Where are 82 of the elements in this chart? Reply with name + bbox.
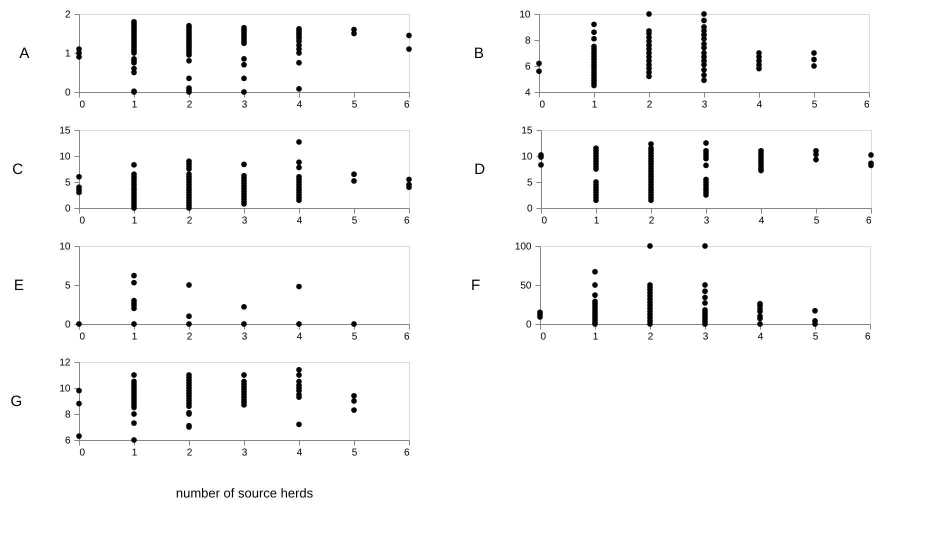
y-tick-label: 10 <box>59 384 71 394</box>
y-tick-label: 0 <box>64 88 71 98</box>
y-tick-label: 2 <box>64 10 71 20</box>
text: A <box>19 45 30 62</box>
x-tick-label: 4 <box>296 332 303 342</box>
x-tick-label: 4 <box>758 332 764 342</box>
x-tick-label: 1 <box>594 216 600 226</box>
x-tick-label: 3 <box>704 216 710 226</box>
x-tick-label: 0 <box>540 100 546 110</box>
x-tick-label: 2 <box>186 448 193 458</box>
x-tick-label: 4 <box>296 100 303 110</box>
x-tick-label: 3 <box>702 100 708 110</box>
x-tick-label: 3 <box>242 448 248 458</box>
y-tick-label: 5 <box>64 280 71 292</box>
x-tick-label: 6 <box>864 332 871 342</box>
text: F <box>470 277 480 294</box>
x-tick-label: 4 <box>296 448 303 458</box>
y-tick-label: 0 <box>526 204 533 214</box>
x-tick-label: 2 <box>648 332 654 342</box>
y-tick-label: 100 <box>514 242 532 252</box>
x-tick-label: 2 <box>186 332 193 342</box>
y-tick-label: 10 <box>59 152 71 162</box>
x-tick-label: 1 <box>592 332 599 342</box>
x-tick-label: 2 <box>186 216 193 226</box>
y-tick-label: 5 <box>526 178 533 188</box>
x-tick-label: 3 <box>702 332 709 342</box>
x-tick-label: 5 <box>812 332 819 342</box>
y-tick-label: 12 <box>59 358 71 368</box>
text: G <box>10 393 22 410</box>
x-tick-label: 6 <box>864 100 870 110</box>
x-tick-label: 0 <box>80 216 86 226</box>
y-tick-label: 1 <box>64 48 71 60</box>
y-tick-label: 15 <box>59 126 71 136</box>
x-tick-label: 6 <box>404 100 410 110</box>
x-tick-label: 3 <box>242 216 248 226</box>
y-tick-label: 15 <box>521 126 533 136</box>
x-tick-label: 3 <box>242 332 248 342</box>
y-tick-label: 0 <box>526 320 532 330</box>
y-tick-label: 10 <box>59 242 71 252</box>
y-tick-label: 0 <box>64 204 71 214</box>
y-tick-label: 10 <box>521 152 533 162</box>
x-tick-label: 6 <box>404 332 410 342</box>
y-tick-label: 8 <box>64 410 71 420</box>
x-tick-label: 4 <box>296 216 303 226</box>
y-tick-label: 6 <box>524 62 531 72</box>
x-tick-label: 6 <box>404 216 410 226</box>
x-tick-label: 5 <box>352 448 358 458</box>
x-tick-label: 1 <box>132 216 138 226</box>
x-tick-label: 1 <box>132 100 138 110</box>
x-tick-label: 1 <box>592 100 598 110</box>
y-tick-label: 5 <box>64 178 71 188</box>
text: C <box>12 161 24 178</box>
x-tick-label: 5 <box>814 216 820 226</box>
x-tick-label: 4 <box>756 100 763 110</box>
x-tick-label: 0 <box>80 332 86 342</box>
x-tick-label: 0 <box>540 332 546 342</box>
x-tick-label: 0 <box>542 216 548 226</box>
text: E <box>14 277 24 294</box>
x-tick-label: 6 <box>866 216 872 226</box>
x-tick-label: 0 <box>80 100 86 110</box>
x-tick-label: 5 <box>352 332 358 342</box>
x-tick-label: 6 <box>404 448 410 458</box>
text: B <box>474 45 484 62</box>
y-tick-label: 6 <box>64 436 71 446</box>
x-tick-label: 3 <box>242 100 248 110</box>
x-tick-label: 5 <box>812 100 818 110</box>
x-axis-title: number of source herds <box>176 486 314 500</box>
y-tick-label: 4 <box>524 88 531 98</box>
x-tick-label: 1 <box>132 332 138 342</box>
x-tick-label: 2 <box>186 100 193 110</box>
x-tick-label: 1 <box>132 448 138 458</box>
x-tick-label: 2 <box>648 216 655 226</box>
y-tick-label: 8 <box>524 36 531 46</box>
x-tick-label: 5 <box>352 216 358 226</box>
x-tick-label: 5 <box>352 100 358 110</box>
x-tick-label: 0 <box>80 448 86 458</box>
y-tick-label: 50 <box>520 280 532 292</box>
x-tick-label: 4 <box>758 216 765 226</box>
y-tick-label: 0 <box>64 320 71 330</box>
x-tick-label: 2 <box>646 100 653 110</box>
y-tick-label: 10 <box>519 10 531 20</box>
text: D <box>474 161 486 178</box>
